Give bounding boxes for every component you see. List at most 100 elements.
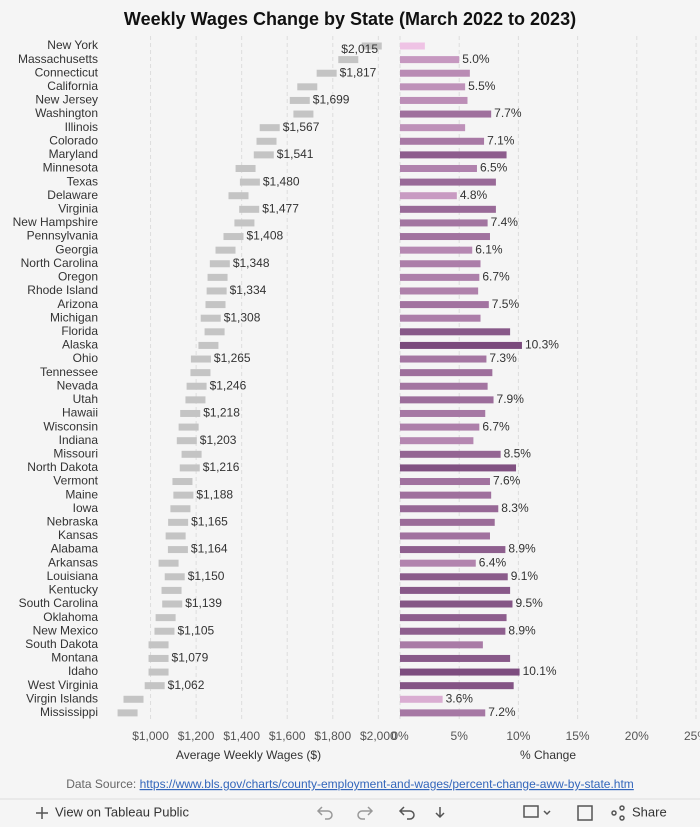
wage-bar <box>148 668 169 676</box>
change-bar <box>400 614 507 622</box>
wage-bar <box>253 151 274 159</box>
x-tick-label: $1,400 <box>223 729 260 743</box>
wage-bar <box>205 301 226 309</box>
category-label: New Jersey <box>35 93 98 107</box>
value-label: $1,348 <box>233 256 270 270</box>
value-label: 6.7% <box>482 419 510 433</box>
change-bar <box>400 654 511 662</box>
x-tick-label: 0% <box>391 729 409 743</box>
category-label: Connecticut <box>35 65 99 79</box>
category-label: Arkansas <box>48 555 98 569</box>
wage-bar <box>164 573 185 581</box>
x-tick-label: $1,600 <box>269 729 306 743</box>
change-bar <box>400 42 425 50</box>
wage-bar <box>186 382 207 390</box>
wage-bar <box>179 464 200 472</box>
change-bar <box>400 641 483 649</box>
value-label: $1,308 <box>224 310 261 324</box>
wage-bar <box>173 491 194 499</box>
source: Data Source: https://www.bls.gov/charts/… <box>66 777 634 791</box>
category-label: Missouri <box>53 446 98 460</box>
wage-bar <box>338 56 359 64</box>
wage-bar <box>228 192 249 200</box>
change-bar <box>400 505 499 513</box>
category-label: Georgia <box>55 242 98 256</box>
category-label: Montana <box>51 651 98 665</box>
change-bar <box>400 423 480 431</box>
change-bar <box>400 83 466 91</box>
wage-bar <box>181 450 202 458</box>
wage-bar <box>190 369 211 377</box>
chart-title: Weekly Wages Change by State (March 2022… <box>124 9 576 29</box>
wage-bar <box>161 586 182 594</box>
change-bar <box>400 56 460 64</box>
value-label: $1,165 <box>191 515 228 529</box>
change-bar <box>400 151 507 159</box>
category-label: Louisiana <box>47 569 99 583</box>
value-label: 9.5% <box>515 596 543 610</box>
wage-bar <box>123 695 144 703</box>
wage-bar <box>170 505 191 513</box>
wage-bar <box>148 641 169 649</box>
category-label: Idaho <box>68 664 98 678</box>
wage-bar <box>178 423 199 431</box>
category-label: Michigan <box>50 310 98 324</box>
wage-bar <box>198 341 219 349</box>
x-tick-label: 20% <box>625 729 649 743</box>
wage-bar <box>239 205 260 213</box>
value-label: 7.9% <box>497 392 525 406</box>
wage-bar <box>297 83 318 91</box>
value-label: 6.5% <box>480 161 508 175</box>
category-label: Virginia <box>58 201 98 215</box>
value-label: $1,164 <box>191 542 228 556</box>
category-label: New York <box>47 38 99 52</box>
category-label: New Mexico <box>33 623 99 637</box>
wage-bar <box>361 42 382 50</box>
change-bar <box>400 627 506 635</box>
change-bar <box>400 437 474 445</box>
value-label: $1,105 <box>177 623 214 637</box>
category-label: Delaware <box>47 188 98 202</box>
wage-bar <box>180 409 201 417</box>
wage-bar <box>158 559 179 567</box>
value-label: 7.7% <box>494 106 522 120</box>
wage-bar <box>172 478 193 486</box>
share-button[interactable]: Share <box>632 804 667 819</box>
value-label: 8.5% <box>504 446 532 460</box>
view-on-tableau[interactable]: View on Tableau Public <box>55 804 189 819</box>
category-label: Indiana <box>59 433 99 447</box>
category-label: Virgin Islands <box>26 691 98 705</box>
x-axis-title: Average Weekly Wages ($) <box>176 748 321 762</box>
category-label: Maine <box>65 487 98 501</box>
toolbar-icons <box>36 805 625 821</box>
value-label: 8.9% <box>508 623 536 637</box>
value-label: $1,334 <box>230 283 267 297</box>
source-link[interactable]: https://www.bls.gov/charts/county-employ… <box>140 777 634 791</box>
value-label: 7.2% <box>488 705 516 719</box>
category-label: Oklahoma <box>43 610 98 624</box>
wage-bar <box>185 396 206 404</box>
category-label: Arizona <box>57 297 98 311</box>
change-bar <box>400 464 517 472</box>
change-bar <box>400 600 513 608</box>
value-label: 7.6% <box>493 474 521 488</box>
category-label: Ohio <box>73 351 99 365</box>
value-label: $1,477 <box>262 201 299 215</box>
change-bar <box>400 192 457 200</box>
change-bar <box>400 260 481 268</box>
change-bar <box>400 668 520 676</box>
value-label: 5.5% <box>468 79 496 93</box>
change-bar <box>400 314 481 322</box>
change-bar <box>400 478 490 486</box>
change-bar <box>400 518 495 526</box>
wage-bar <box>239 178 260 186</box>
wage-bar <box>167 546 188 554</box>
wage-bar <box>234 219 255 227</box>
change-bar <box>400 396 494 404</box>
change-bar <box>400 586 511 594</box>
change-bar <box>400 709 486 717</box>
change-bar <box>400 491 492 499</box>
change-bar <box>400 301 489 309</box>
category-label: Colorado <box>49 133 98 147</box>
